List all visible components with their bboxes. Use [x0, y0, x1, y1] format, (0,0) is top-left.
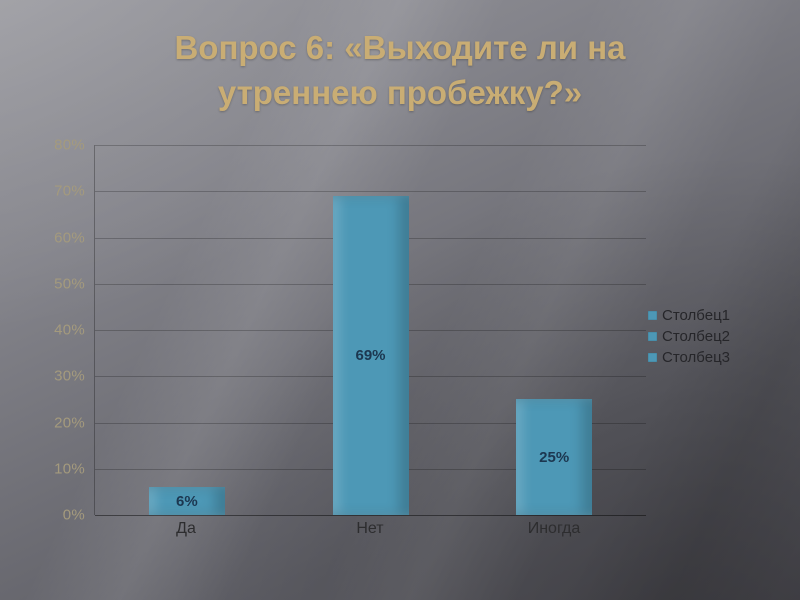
slide-title-line-2: утреннею пробежку?» [217, 73, 583, 111]
legend-label: Столбец2 [662, 328, 730, 345]
x-axis-labels: Да Нет Иногда [94, 515, 646, 543]
y-tick-label: 50% [54, 275, 85, 293]
slide-title-line-1: Вопрос 6: «Выходите ли на [174, 29, 626, 66]
legend-swatch-icon [648, 332, 657, 341]
legend-item: Столбец2 [648, 328, 730, 345]
legend-item: Столбец1 [648, 307, 730, 324]
bar-value-label: 69% [355, 346, 386, 364]
y-tick-label: 10% [54, 460, 85, 478]
y-tick-label: 80% [54, 136, 85, 154]
legend-swatch-icon [648, 311, 657, 320]
gridline [95, 145, 646, 146]
bar-slot: 69% [279, 145, 463, 515]
x-category-label: Нет [356, 520, 384, 537]
bar-chart: 80% 70% 60% 50% 40% 30% 20% 10% 0% 6% 69% 25% Да Не… [48, 137, 646, 543]
y-axis: 80% 70% 60% 50% 40% 30% 20% 10% 0% [48, 137, 94, 524]
bar-value-label: 25% [539, 448, 570, 466]
bar: 25% [516, 399, 593, 515]
bar: 6% [148, 487, 225, 515]
y-tick-label: 30% [54, 367, 85, 385]
y-tick-label: 0% [62, 506, 85, 524]
bars: 6% 69% 25% [95, 145, 646, 515]
y-tick-label: 40% [54, 321, 85, 339]
legend-swatch-icon [648, 353, 657, 362]
bar-value-label: 6% [175, 492, 198, 510]
x-category-label: Да [176, 520, 196, 537]
x-category-label: Иногда [527, 520, 581, 537]
legend-item: Столбец3 [648, 349, 730, 366]
y-tick-label: 20% [54, 414, 85, 431]
gridline [95, 515, 646, 516]
gridline [95, 191, 646, 193]
legend-label: Столбец3 [662, 349, 730, 366]
legend-label: Столбец1 [662, 307, 730, 324]
plot-area: 6% 69% 25% [94, 145, 646, 516]
y-tick-label: 60% [54, 229, 85, 246]
bar-slot: 25% [462, 145, 646, 515]
bar-slot: 6% [95, 145, 279, 515]
y-tick-label: 70% [54, 182, 85, 200]
legend: Столбец1 Столбец2 Столбец3 [648, 303, 730, 370]
slide-title: Вопрос 6: «Выходите ли на утреннею пробе… [0, 0, 800, 115]
bar: 69% [332, 195, 409, 515]
